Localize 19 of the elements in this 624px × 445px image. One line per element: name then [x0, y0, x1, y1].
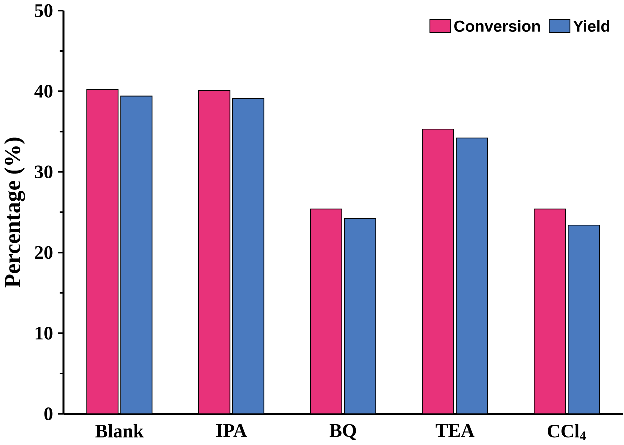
- x-tick-label: BQ: [330, 424, 356, 440]
- legend-label: Conversion: [454, 20, 540, 32]
- y-tick-label: 40: [34, 85, 53, 98]
- y-tick-label: 50: [35, 4, 53, 18]
- bar: [568, 225, 600, 414]
- y-tick-label: 0: [44, 408, 53, 421]
- legend-label: Yield: [573, 20, 610, 32]
- x-tick-label: Blank: [96, 424, 144, 438]
- bar: [232, 98, 265, 414]
- x-tick-label: TEA: [436, 424, 475, 438]
- y-tick-label: 30: [35, 166, 53, 179]
- bar: [456, 138, 488, 414]
- bar: [344, 218, 376, 414]
- x-tick-label: CCl$_{4}$: [548, 424, 586, 441]
- x-tick-label: IPA: [216, 424, 248, 438]
- y-tick-label: 10: [36, 327, 53, 340]
- y-tick-label: 20: [35, 246, 53, 260]
- y-axis-title: Percentage (%): [4, 138, 26, 288]
- bar: [120, 96, 153, 414]
